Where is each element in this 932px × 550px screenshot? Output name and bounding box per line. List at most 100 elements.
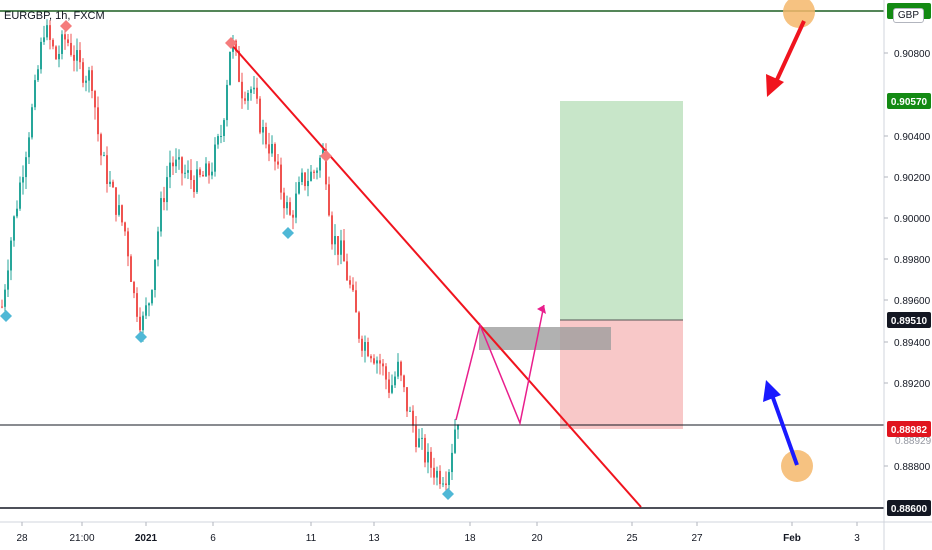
candle-body — [364, 342, 366, 351]
candle-body — [58, 53, 60, 60]
candle-body — [262, 127, 264, 133]
price-badge — [887, 421, 931, 437]
candles — [1, 19, 459, 497]
y-tick-label: 0.89200 — [894, 379, 931, 390]
x-tick-label: 20 — [531, 533, 543, 544]
candle-body — [82, 62, 84, 83]
candle-body — [265, 127, 267, 145]
candle-body — [274, 144, 276, 162]
pivot-high-marker — [60, 20, 72, 32]
candle-body — [211, 171, 213, 176]
candle-body — [424, 437, 426, 463]
y-tick-label: 0.90400 — [894, 132, 931, 143]
price-badge-label: 0.89510 — [891, 316, 928, 327]
candle-body — [124, 222, 126, 232]
candle-body — [130, 256, 132, 282]
candle-body — [88, 70, 90, 81]
projected-path-arrowhead — [537, 305, 546, 314]
descending-trendline[interactable] — [230, 43, 642, 508]
candle-body — [457, 424, 459, 430]
candle-body — [7, 270, 9, 290]
pivot-low-marker — [135, 331, 147, 343]
candle-body — [361, 338, 363, 351]
candle-body — [442, 483, 444, 485]
candle-body — [340, 240, 342, 255]
candle-body — [349, 280, 351, 285]
candle-body — [193, 179, 195, 192]
candle-body — [94, 90, 96, 108]
x-tick-label: 25 — [626, 533, 638, 544]
candle-body — [163, 198, 165, 203]
price-badge — [887, 500, 931, 516]
candle-body — [181, 157, 183, 174]
order-block[interactable] — [479, 327, 611, 350]
candle-body — [373, 358, 375, 364]
candle-body — [61, 34, 63, 54]
highlight-circle-bottom — [781, 450, 813, 482]
candle-body — [325, 149, 327, 185]
candle-body — [370, 356, 372, 359]
candle-body — [28, 137, 30, 158]
candle-body — [454, 429, 456, 453]
candle-body — [418, 438, 420, 448]
candle-body — [16, 208, 18, 217]
candle-body — [223, 120, 225, 137]
candle-body — [157, 231, 159, 260]
candle-body — [43, 37, 45, 42]
candle-body — [166, 177, 168, 203]
candle-body — [196, 169, 198, 192]
candle-body — [328, 184, 330, 216]
currency-badge[interactable]: GBP — [892, 8, 924, 23]
candle-body — [160, 198, 162, 232]
candle-body — [175, 159, 177, 167]
y-tick-label: 0.89600 — [894, 296, 931, 307]
price-badge — [887, 312, 931, 328]
candle-body — [238, 50, 240, 82]
candle-body — [52, 39, 54, 47]
pivot-low-marker — [0, 310, 12, 322]
y-tick-label: 0.90000 — [894, 214, 931, 225]
candle-body — [25, 157, 27, 178]
candle-body — [46, 25, 48, 38]
candle-body — [19, 182, 21, 209]
arrow-up-shaft — [770, 394, 799, 466]
candle-body — [406, 387, 408, 412]
candle-body — [358, 312, 360, 339]
candle-body — [241, 81, 243, 99]
price-badge-label: 0.88929 — [895, 436, 932, 447]
candle-body — [121, 205, 123, 223]
projected-price-path[interactable] — [455, 304, 545, 426]
candle-body — [220, 136, 222, 138]
candle-body — [343, 240, 345, 262]
price-badge-label: 0.90570 — [891, 97, 928, 108]
candle-body — [100, 134, 102, 156]
candle-body — [355, 290, 357, 313]
candle-body — [268, 144, 270, 154]
candle-body — [310, 171, 312, 181]
candle-body — [133, 281, 135, 294]
arrow-down-icon — [766, 74, 784, 97]
candle-body — [400, 361, 402, 376]
candle-body — [448, 472, 450, 486]
candle-body — [199, 169, 201, 175]
candle-body — [307, 180, 309, 187]
candle-body — [106, 155, 108, 184]
pivot-low-marker — [442, 488, 454, 500]
candle-body — [388, 379, 390, 393]
candle-body — [451, 452, 453, 473]
candle-body — [286, 202, 288, 209]
candle-body — [412, 410, 414, 426]
candle-body — [277, 161, 279, 165]
y-tick-label: 0.89400 — [894, 338, 931, 349]
target-zone[interactable] — [560, 101, 683, 320]
candle-body — [433, 467, 435, 478]
price-badge — [887, 93, 931, 109]
candle-body — [280, 164, 282, 193]
candle-body — [301, 172, 303, 183]
candle-body — [154, 259, 156, 291]
candle-body — [352, 284, 354, 291]
price-badge-label: 0.88600 — [891, 504, 928, 515]
candle-body — [205, 163, 207, 177]
candle-body — [64, 34, 66, 40]
